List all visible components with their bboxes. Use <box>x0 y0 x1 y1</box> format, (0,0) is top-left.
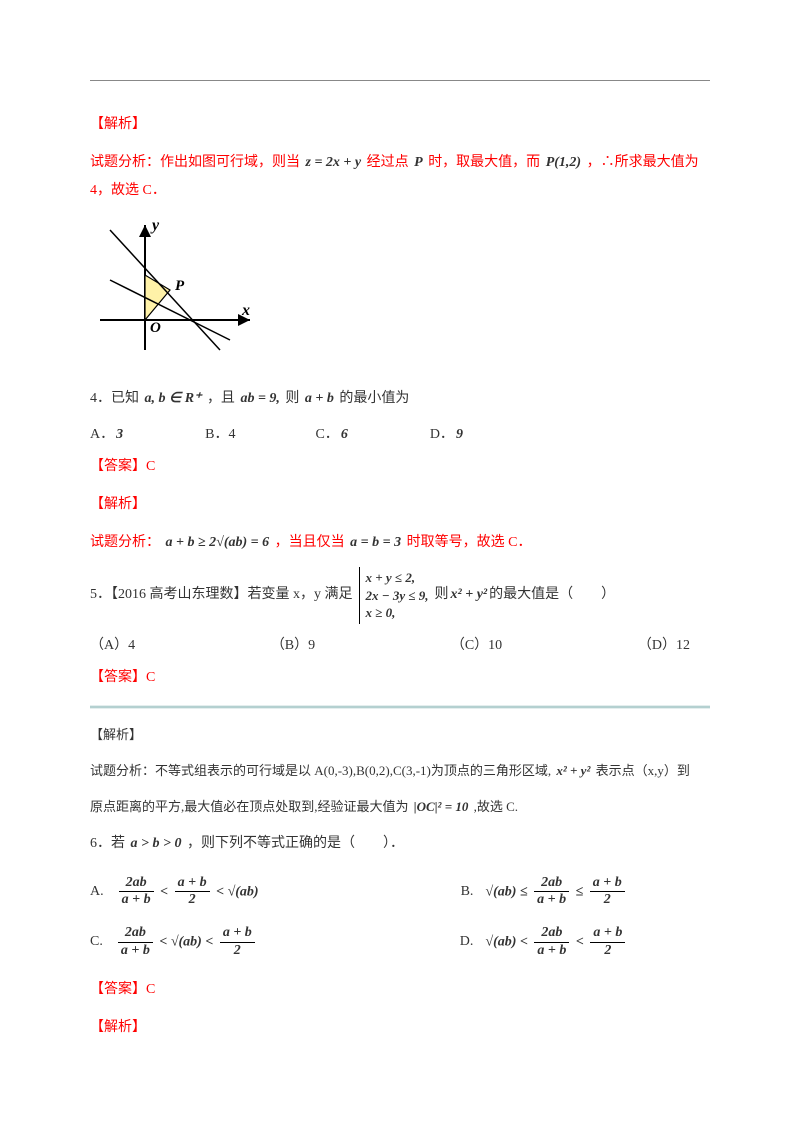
q3-Pcoords: P(1,2) <box>544 155 583 170</box>
q6-b-label: B. <box>461 884 474 900</box>
q4-opt-a: A．3 <box>90 423 125 443</box>
q6-opt-b: B. √(ab) ≤ 2aba + b ≤ a + b2 <box>461 876 630 908</box>
q3-pointP: P <box>412 155 425 170</box>
q4-opt-d: D．9 <box>430 423 465 443</box>
q5-c2: 2x − 3y ≤ 9, <box>366 588 429 603</box>
q4-opt-c: C．6 <box>315 423 349 443</box>
q6-c-expr: 2aba + b < √(ab) < a + b2 <box>113 926 260 958</box>
q3-analysis-header: 【解析】 <box>90 111 710 139</box>
q5-opt-a: （A）4 <box>90 634 135 654</box>
q5-mid: 则 <box>435 581 449 609</box>
svg-text:y: y <box>150 220 160 234</box>
q5-analysis-l1: 试题分析：不等式组表示的可行域是以 A(0,-3),B(0,2),C(3,-1)… <box>90 758 710 784</box>
q6-row1: A. 2aba + b < a + b2 < √(ab) B. √(ab) ≤ … <box>90 876 710 908</box>
q4-opt-c-val: 6 <box>339 427 350 442</box>
q4-opt-a-val: 3 <box>114 427 125 442</box>
svg-text:x: x <box>241 302 250 319</box>
q4-options: A．3 B．4 C．6 D．9 <box>90 423 710 443</box>
q5-an-f2: |OC|² = 10 <box>412 799 471 814</box>
q6-opt-c: C. 2aba + b < √(ab) < a + b2 <box>90 926 260 958</box>
q6-ans-hdr: 【答案】 <box>90 982 146 997</box>
q4-opt-d-val: 9 <box>454 427 465 442</box>
q4-analysis-header: 【解析】 <box>90 491 710 519</box>
q6-analysis-header: 【解析】 <box>90 1014 710 1042</box>
q5-target: x² + y² <box>449 581 490 609</box>
q5-opt-b: （B）9 <box>271 634 315 654</box>
q4-analysis: 试题分析： a + b ≥ 2√(ab) = 6 ，当且仅当 a = b = 3… <box>90 529 710 557</box>
q5-opt-c: （C）10 <box>451 634 502 654</box>
q5-constraints: x + y ≤ 2, 2x − 3y ≤ 9, x ≥ 0, <box>359 567 429 624</box>
q5-an-f1: x² + y² <box>554 763 592 778</box>
q3-a-m1: 经过点 <box>367 155 409 170</box>
q3-feasible-region-graph: y x O P <box>90 220 710 365</box>
q4-target: a + b <box>303 391 336 406</box>
q6-pre: 6．若 <box>90 836 125 851</box>
q4-stem: 4．已知 a, b ∈ R⁺ ，且 ab = 9, 则 a + b 的最小值为 <box>90 385 710 413</box>
q4-eqcond: a = b = 3 <box>348 535 403 550</box>
q5-an2a: 原点距离的平方,最大值必在顶点处取到,经验证最大值为 <box>90 799 409 814</box>
q6-opt-a: A. 2aba + b < a + b2 < √(ab) <box>90 876 261 908</box>
q6-answer: 【答案】C <box>90 976 710 1004</box>
q4-ans-hdr: 【答案】 <box>90 459 146 474</box>
q4-answer: 【答案】C <box>90 453 710 481</box>
q3-analysis-text: 试题分析：作出如图可行域，则当 z = 2x + y 经过点 P 时，取最大值，… <box>90 149 710 205</box>
separator-image <box>90 702 710 712</box>
q6-a-expr: 2aba + b < a + b2 < √(ab) <box>114 876 261 908</box>
svg-text:P: P <box>175 278 185 294</box>
q6-b-expr: √(ab) ≤ 2aba + b ≤ a + b2 <box>483 876 629 908</box>
q6-opt-d: D. √(ab) < 2aba + b < a + b2 <box>460 926 631 958</box>
q4-ans-letter: C <box>146 459 155 474</box>
q6-d-expr: √(ab) < 2aba + b < a + b2 <box>483 926 630 958</box>
svg-text:O: O <box>150 320 161 336</box>
q4-ineq: a + b ≥ 2√(ab) = 6 <box>164 535 272 550</box>
q5-an2b: ,故选 C. <box>474 799 518 814</box>
q5-answer: 【答案】C <box>90 664 710 692</box>
q4-cond1: a, b ∈ R⁺ <box>143 391 204 406</box>
q5-c3: x ≥ 0, <box>366 605 396 620</box>
q3-a-m2: 时，取最大值，而 <box>428 155 540 170</box>
q6-c-label: C. <box>90 934 103 950</box>
q4-cond2: ab = 9, <box>238 391 281 406</box>
top-rule <box>90 80 710 81</box>
q5-c1: x + y ≤ 2, <box>366 570 416 585</box>
q6-a-label: A. <box>90 884 104 900</box>
q5-an1b: 表示点（x,y）到 <box>596 763 690 778</box>
q6-ans-letter: C <box>146 982 155 997</box>
q4-an-pre: 试题分析： <box>90 535 160 550</box>
q4-pre: 4．已知 <box>90 391 139 406</box>
q6-post: ，则下列不等式正确的是（ ）． <box>187 836 404 851</box>
q5-options: （A）4 （B）9 （C）10 （D）12 <box>90 634 690 654</box>
q4-m2: 则 <box>285 391 299 406</box>
q6-d-label: D. <box>460 934 474 950</box>
q4-an-mid: ，当且仅当 <box>275 535 345 550</box>
q5-ans-letter: C <box>146 670 155 685</box>
q6-stem: 6．若 a > b > 0 ，则下列不等式正确的是（ ）． <box>90 830 710 858</box>
q6-row2: C. 2aba + b < √(ab) < a + b2 D. √(ab) < … <box>90 926 710 958</box>
q5-post: 的最大值是（ ） <box>489 581 615 609</box>
q5-stem: 5．【2016 高考山东理数】若变量 x，y 满足 x + y ≤ 2, 2x … <box>90 567 710 624</box>
q3-a-pre: 试题分析：作出如图可行域，则当 <box>90 155 300 170</box>
q3-formula-z: z = 2x + y <box>304 155 364 170</box>
q4-an-tail: 时取等号，故选 C． <box>407 535 532 550</box>
q5-an1a: 试题分析：不等式组表示的可行域是以 A(0,-3),B(0,2),C(3,-1)… <box>90 763 551 778</box>
q5-analysis-header: 【解析】 <box>90 722 710 748</box>
q6-cond: a > b > 0 <box>129 836 184 851</box>
q5-pre: 5．【2016 高考山东理数】若变量 x，y 满足 <box>90 581 353 609</box>
q5-opt-d: （D）12 <box>638 634 690 654</box>
q4-post: 的最小值为 <box>339 391 409 406</box>
q5-analysis-l2: 原点距离的平方,最大值必在顶点处取到,经验证最大值为 |OC|² = 10 ,故… <box>90 794 710 820</box>
q4-opt-b: B．4 <box>205 423 235 443</box>
q4-opt-b-val: 4 <box>228 427 235 442</box>
q5-ans-hdr: 【答案】 <box>90 670 146 685</box>
q4-m1: ，且 <box>207 391 235 406</box>
